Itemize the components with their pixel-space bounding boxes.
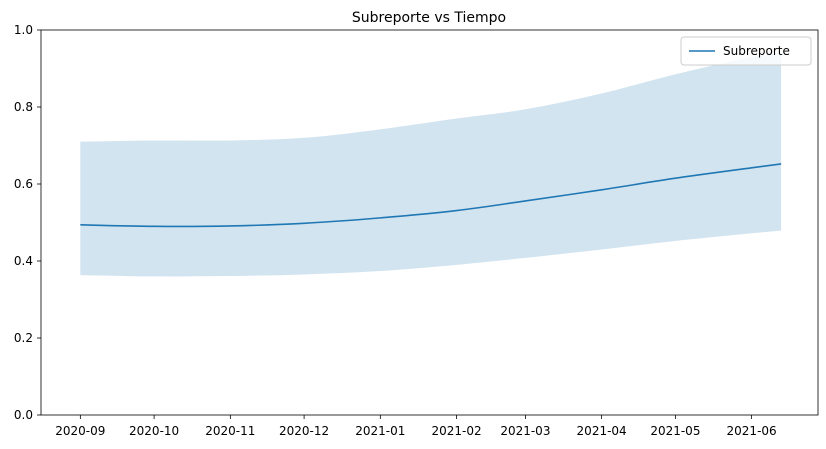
confidence-band-0: [80, 53, 782, 277]
x-tick-label: 2020-11: [205, 424, 255, 438]
y-tick-label: 1.0: [14, 23, 33, 37]
plot-frame: [40, 29, 819, 416]
x-tick-label: 2020-10: [129, 424, 179, 438]
legend-label: Subreporte: [723, 44, 790, 58]
x-tick-label: 2021-06: [727, 424, 777, 438]
y-axis: 0.0 0.2 0.4 0.6 0.8 1.0: [14, 23, 41, 422]
y-tick-label: 0.4: [14, 254, 33, 268]
plot-area: [40, 29, 819, 416]
x-tick-label: 2021-02: [431, 424, 481, 438]
x-axis: 2020-09 2020-10 2020-11 2020-12 2021-01 2021-…: [55, 415, 777, 438]
chart-title: Subreporte vs Tiempo: [352, 10, 506, 26]
legend: Subreporte: [680, 36, 812, 66]
y-tick-label: 0.0: [14, 408, 33, 422]
x-tick-label: 2020-12: [279, 424, 329, 438]
y-tick-label: 0.2: [14, 331, 33, 345]
x-tick-label: 2021-05: [650, 424, 700, 438]
x-tick-label: 2021-03: [500, 424, 550, 438]
x-tick-label: 2021-01: [355, 424, 405, 438]
y-tick-label: 0.6: [14, 177, 33, 191]
legend-box: [680, 36, 812, 66]
x-tick-label: 2020-09: [55, 424, 105, 438]
x-tick-label: 2021-04: [577, 424, 627, 438]
series-line-0: [80, 163, 782, 228]
y-tick-label: 0.8: [14, 100, 33, 114]
